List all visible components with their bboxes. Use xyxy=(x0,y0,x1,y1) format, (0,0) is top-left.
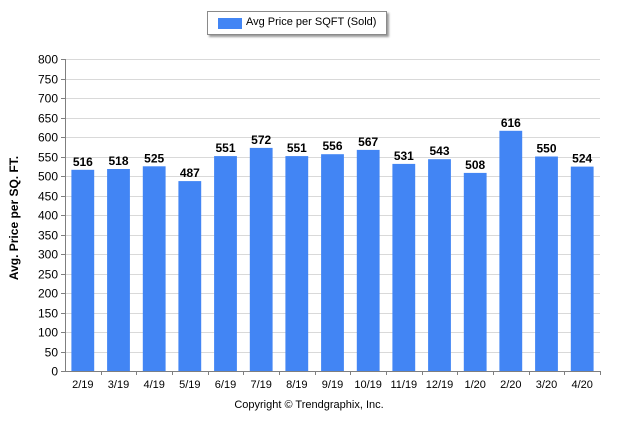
bar xyxy=(535,156,558,371)
legend-label: Avg Price per SQFT (Sold) xyxy=(246,16,377,28)
y-tick-label: 150 xyxy=(38,307,58,321)
bar xyxy=(178,181,202,371)
y-tick-label: 450 xyxy=(38,190,58,204)
x-tick-label: 12/19 xyxy=(426,379,454,391)
data-label: 551 xyxy=(215,141,235,155)
x-tick-label: 3/19 xyxy=(108,379,129,391)
bar xyxy=(570,166,594,371)
x-tick-label: 2/19 xyxy=(72,379,93,391)
y-tick-label: 50 xyxy=(45,346,59,360)
x-tick-label: 2/20 xyxy=(500,379,521,391)
y-tick-label: 0 xyxy=(51,365,58,379)
bar xyxy=(428,159,451,371)
x-tick-label: 3/20 xyxy=(536,379,557,391)
y-tick-label: 800 xyxy=(38,53,58,67)
bar xyxy=(214,156,237,371)
y-axis-label: Avg. Price per SQ. FT. xyxy=(7,155,21,281)
y-tick-label: 400 xyxy=(38,209,58,223)
data-label: 616 xyxy=(501,116,521,130)
y-tick-label: 550 xyxy=(38,151,58,165)
bar xyxy=(285,156,309,371)
bar xyxy=(321,154,344,371)
y-tick-label: 650 xyxy=(38,112,58,126)
x-tick-label: 6/19 xyxy=(215,379,236,391)
data-label: 525 xyxy=(144,151,164,165)
data-label: 516 xyxy=(73,155,93,169)
x-tick-label: 8/19 xyxy=(286,379,307,391)
data-label: 508 xyxy=(465,158,485,172)
data-label: 551 xyxy=(287,141,307,155)
bar xyxy=(71,169,95,371)
y-tick-label: 700 xyxy=(38,92,58,106)
legend-swatch xyxy=(218,18,242,29)
copyright-footer: Copyright © Trendgraphix, Inc. xyxy=(234,399,384,411)
data-label: 567 xyxy=(358,135,378,149)
y-tick-label: 600 xyxy=(38,131,58,145)
y-tick-label: 300 xyxy=(38,248,58,262)
y-tick-label: 350 xyxy=(38,229,58,243)
data-label: 572 xyxy=(251,133,271,147)
data-label: 550 xyxy=(536,142,556,156)
data-label: 543 xyxy=(429,144,449,158)
bar xyxy=(249,147,273,371)
x-tick-label: 4/20 xyxy=(571,379,592,391)
x-tick-label: 11/19 xyxy=(390,379,417,391)
x-tick-label: 1/20 xyxy=(464,379,485,391)
x-tick-label: 4/19 xyxy=(143,379,164,391)
x-tick-label: 5/19 xyxy=(179,379,200,391)
y-tick-label: 500 xyxy=(38,170,58,184)
data-label: 518 xyxy=(108,154,128,168)
legend: Avg Price per SQFT (Sold) xyxy=(207,11,387,35)
data-label: 524 xyxy=(572,152,592,166)
data-label: 556 xyxy=(322,139,342,153)
bar xyxy=(463,172,487,371)
data-label: 487 xyxy=(180,166,200,180)
x-tick-label: 10/19 xyxy=(354,379,382,391)
y-tick-label: 250 xyxy=(38,268,58,282)
bar xyxy=(356,149,380,371)
bar xyxy=(142,166,166,372)
bar xyxy=(107,169,130,371)
y-tick-label: 200 xyxy=(38,287,58,301)
bar xyxy=(499,130,523,371)
x-tick-label: 7/19 xyxy=(250,379,271,391)
bar xyxy=(392,163,416,371)
data-label: 531 xyxy=(394,149,414,163)
x-tick-label: 9/19 xyxy=(322,379,343,391)
y-tick-label: 100 xyxy=(38,326,58,340)
y-tick-label: 750 xyxy=(38,73,58,87)
